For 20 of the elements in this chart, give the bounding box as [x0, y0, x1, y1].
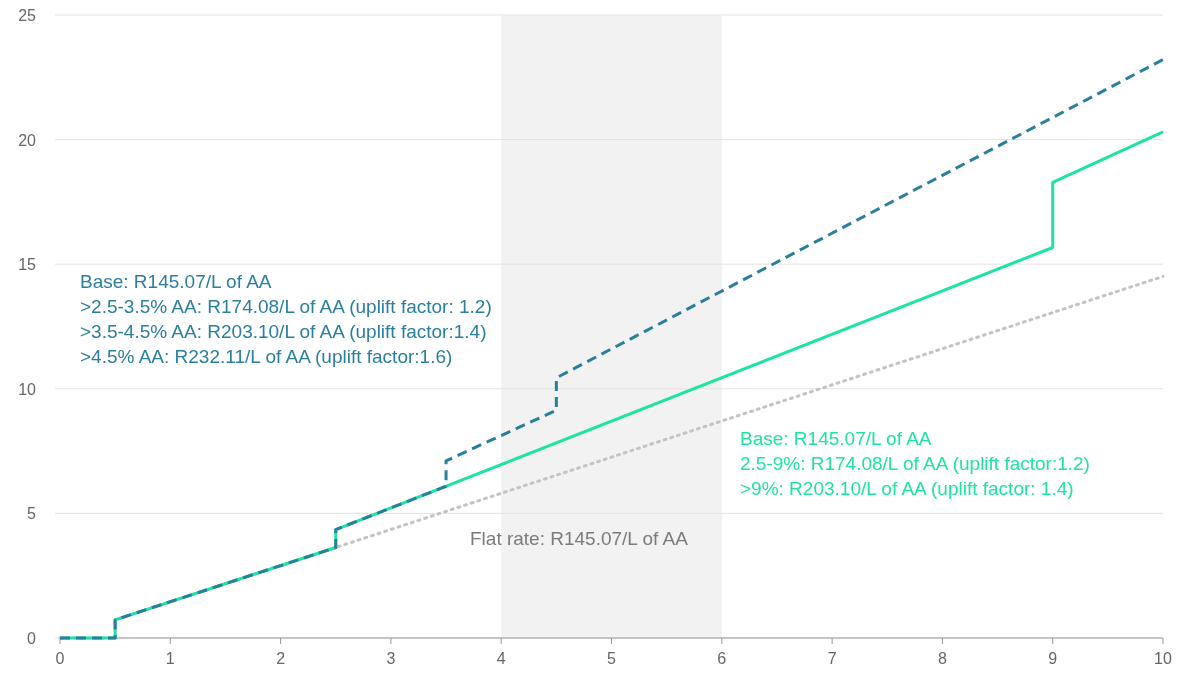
- x-tick-label: 9: [1048, 650, 1058, 667]
- x-tick-label: 0: [55, 650, 65, 667]
- y-tick-label: 15: [18, 256, 37, 274]
- x-tick-label: 3: [386, 650, 396, 667]
- y-tick-label: 5: [27, 505, 37, 523]
- text: Base: R145.07/L of AA >2.5-3.5% AA: R174.08/L of AA (uplift factor: 1.2) >3.5-4.5% AA: R203.10/L of AA (uplift factor:1.4) >4.5% AA: R232.11/L of AA (uplift factor:1.6): [80, 271, 492, 367]
- y-tick-label: 10: [18, 380, 37, 398]
- y-tick-label: 25: [18, 7, 37, 24]
- text: Base: R145.07/L of AA 2.5-9%: R174.08/L of AA (uplift factor:1.2) >9%: R203.10/L of AA (uplift factor: 1.4): [740, 428, 1090, 499]
- x-tick-label: 1: [165, 650, 175, 667]
- x-tick-label: 2: [276, 650, 286, 667]
- x-tick-label: 4: [496, 650, 506, 667]
- y-tick-label: 0: [27, 630, 37, 647]
- x-tick-label: 10: [1154, 650, 1172, 667]
- x-tick-label: 6: [717, 650, 727, 667]
- x-tick-label: 5: [607, 650, 617, 667]
- y-tick-label: 20: [18, 131, 37, 149]
- x-tick-label: 7: [827, 650, 837, 667]
- x-tick-label: 8: [937, 650, 947, 667]
- series-label: Flat rate: R145.07/L of AA: [470, 528, 689, 549]
